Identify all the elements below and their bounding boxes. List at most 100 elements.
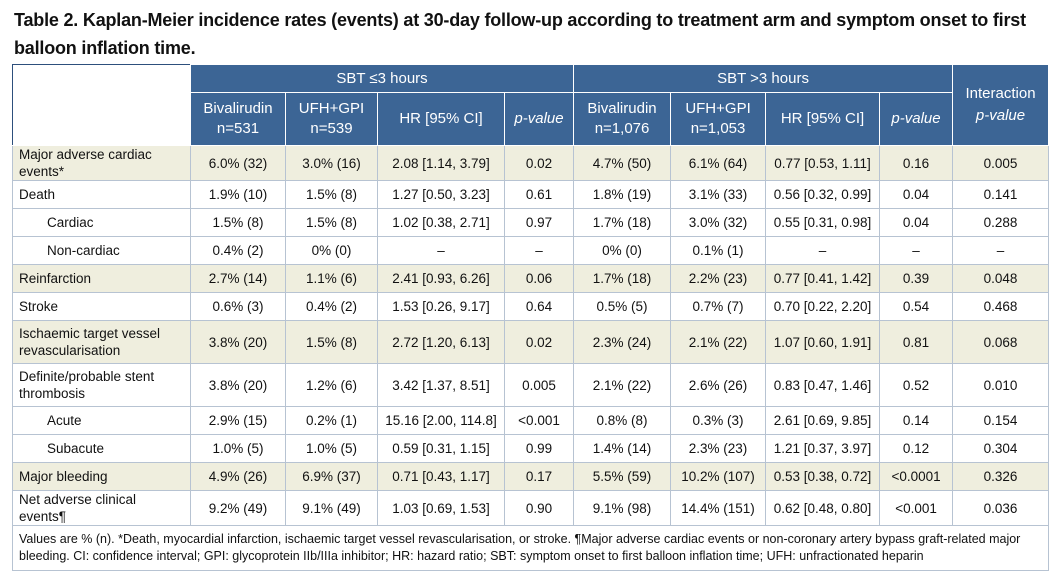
group-header-interaction: Interaction p-value [952, 64, 1050, 146]
group-header-sbt-le3: SBT ≤3 hours [189, 64, 575, 93]
cell: 0.52 [879, 363, 954, 407]
group-header-sbt-gt3: SBT >3 hours [573, 64, 954, 93]
cell: 0.005 [503, 363, 575, 407]
cell: 0.70 [0.22, 2.20] [765, 292, 881, 321]
row-label: Cardiac [12, 208, 191, 237]
cell: 14.4% (151) [670, 490, 767, 526]
cell: 4.7% (50) [573, 145, 672, 181]
table-row-cardiac: Cardiac 1.5% (8) 1.5% (8) 1.02 [0.38, 2.… [12, 208, 1050, 237]
table-row-stroke: Stroke 0.6% (3) 0.4% (2) 1.53 [0.26, 9.1… [12, 292, 1050, 321]
row-label: Definite/probable stent thrombosis [12, 363, 191, 407]
table-row-non-cardiac: Non-cardiac 0.4% (2) 0% (0) – – 0% (0) 0… [12, 236, 1050, 265]
col-header-ufh-gpi-le3: UFH+GPI n=539 [285, 92, 378, 146]
cell: 2.3% (24) [573, 320, 672, 364]
cell: 1.7% (18) [573, 264, 672, 293]
cell: 0.39 [879, 264, 954, 293]
cell: 0.068 [952, 320, 1050, 364]
cell: 0.16 [879, 145, 954, 181]
cell: 2.41 [0.93, 6.26] [377, 264, 505, 293]
col-header-hr-le3: HR [95% CI] [377, 92, 505, 146]
row-label: Major adverse cardiac events* [12, 145, 191, 181]
cell: 0.02 [503, 320, 575, 364]
cell: – [503, 236, 575, 265]
cell: 0.12 [879, 434, 954, 463]
cell: 1.7% (18) [573, 208, 672, 237]
table-row-mace: Major adverse cardiac events* 6.0% (32) … [12, 145, 1050, 181]
cell: 0.55 [0.31, 0.98] [765, 208, 881, 237]
cell: 0.81 [879, 320, 954, 364]
row-label: Net adverse clinical events¶ [12, 490, 191, 526]
row-label: Acute [12, 406, 191, 435]
cell: 3.1% (33) [670, 180, 767, 209]
cell: 0.56 [0.32, 0.99] [765, 180, 881, 209]
cell: 9.2% (49) [190, 490, 286, 526]
table-row-acute: Acute 2.9% (15) 0.2% (1) 15.16 [2.00, 11… [12, 406, 1050, 435]
cell: 9.1% (98) [573, 490, 672, 526]
cell: 1.4% (14) [573, 434, 672, 463]
col-header-bivalirudin-gt3: Bivalirudin n=1,076 [573, 92, 672, 146]
cell: 2.9% (15) [190, 406, 286, 435]
cell: 1.8% (19) [573, 180, 672, 209]
cell: <0.001 [879, 490, 954, 526]
row-label: Non-cardiac [12, 236, 191, 265]
cell: 6.1% (64) [670, 145, 767, 181]
cell: – [377, 236, 505, 265]
cell: 0.64 [503, 292, 575, 321]
header-blank-cell [12, 64, 191, 146]
cell: 1.9% (10) [190, 180, 286, 209]
results-table: SBT ≤3 hours SBT >3 hours Interaction p-… [11, 64, 1050, 571]
cell: 0.61 [503, 180, 575, 209]
cell: – [952, 236, 1050, 265]
col-header-pvalue-gt3: p-value [879, 92, 954, 146]
cell: 0% (0) [573, 236, 672, 265]
row-label: Stroke [12, 292, 191, 321]
cell: 3.42 [1.37, 8.51] [377, 363, 505, 407]
cell: 9.1% (49) [285, 490, 378, 526]
cell: 0.010 [952, 363, 1050, 407]
cell: 1.0% (5) [190, 434, 286, 463]
table-row-stent-thrombosis: Definite/probable stent thrombosis 3.8% (… [12, 363, 1050, 407]
cell: 1.5% (8) [285, 208, 378, 237]
cell: 0.304 [952, 434, 1050, 463]
table-row-death: Death 1.9% (10) 1.5% (8) 1.27 [0.50, 3.2… [12, 180, 1050, 209]
cell: 1.0% (5) [285, 434, 378, 463]
cell: 0.53 [0.38, 0.72] [765, 462, 881, 491]
cell: 0.141 [952, 180, 1050, 209]
cell: 15.16 [2.00, 114.8] [377, 406, 505, 435]
cell: 1.1% (6) [285, 264, 378, 293]
cell: 0.468 [952, 292, 1050, 321]
cell: 3.0% (32) [670, 208, 767, 237]
cell: 0.77 [0.53, 1.11] [765, 145, 881, 181]
row-label: Ischaemic target vessel revascularisation [12, 320, 191, 364]
cell: 2.08 [1.14, 3.79] [377, 145, 505, 181]
cell: 2.3% (23) [670, 434, 767, 463]
table-row-subacute: Subacute 1.0% (5) 1.0% (5) 0.59 [0.31, 1… [12, 434, 1050, 463]
cell: 0.288 [952, 208, 1050, 237]
cell: 6.9% (37) [285, 462, 378, 491]
cell: 0.036 [952, 490, 1050, 526]
cell: 0.048 [952, 264, 1050, 293]
cell: 0.04 [879, 180, 954, 209]
cell: 1.27 [0.50, 3.23] [377, 180, 505, 209]
cell: 1.2% (6) [285, 363, 378, 407]
cell: 0.8% (8) [573, 406, 672, 435]
row-label: Subacute [12, 434, 191, 463]
cell: 1.21 [0.37, 3.97] [765, 434, 881, 463]
col-header-pvalue-le3: p-value [503, 92, 575, 146]
cell: 4.9% (26) [190, 462, 286, 491]
row-label: Reinfarction [12, 264, 191, 293]
cell: 0.5% (5) [573, 292, 672, 321]
interaction-label: Interaction [965, 85, 1036, 102]
cell: 0.77 [0.41, 1.42] [765, 264, 881, 293]
cell: – [765, 236, 881, 265]
cell: 1.03 [0.69, 1.53] [377, 490, 505, 526]
cell: 0.4% (2) [190, 236, 286, 265]
cell: 3.8% (20) [190, 363, 286, 407]
table-row-itvr: Ischaemic target vessel revascularisation… [12, 320, 1050, 364]
cell: 2.72 [1.20, 6.13] [377, 320, 505, 364]
cell: 6.0% (32) [190, 145, 286, 181]
cell: 0.90 [503, 490, 575, 526]
cell: 1.5% (8) [285, 320, 378, 364]
row-label: Major bleeding [12, 462, 191, 491]
